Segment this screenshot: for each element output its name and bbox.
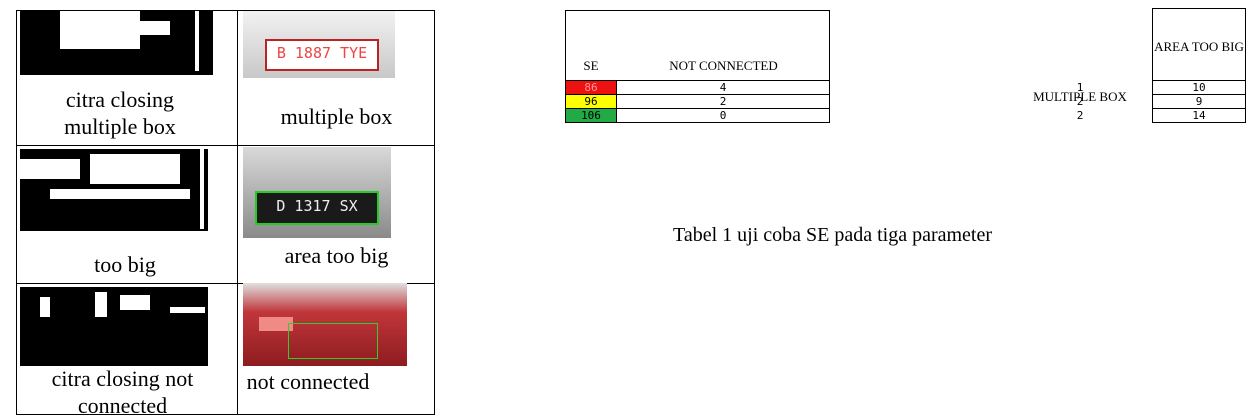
image-table	[16, 10, 435, 415]
column-header: AREA TOO BIG	[1154, 39, 1244, 54]
overlay	[259, 317, 293, 331]
car-photo	[243, 283, 407, 366]
plate-text: D 1317 SX	[255, 191, 379, 225]
caption: citra closing multiple box	[64, 87, 176, 139]
table-rule	[16, 145, 435, 146]
table-caption: Tabel 1 uji coba SE pada tiga parameter	[673, 224, 993, 246]
car-photo: B 1887 TYE	[243, 11, 395, 78]
table-cell: 2	[1076, 109, 1084, 122]
column-header: SE	[583, 58, 599, 73]
se-cell: 106	[565, 108, 617, 123]
table-cell: 9	[1152, 94, 1246, 109]
caption: too big	[94, 252, 156, 277]
caption: multiple box	[280, 104, 393, 129]
binary-image	[20, 149, 208, 231]
binary-image	[20, 287, 208, 366]
table-cell: 2	[1076, 95, 1084, 108]
column-header: MULTIPLE BOX	[1033, 89, 1127, 104]
caption: not connected	[246, 369, 370, 394]
overlay	[288, 323, 378, 359]
table-cell: 14	[1152, 108, 1246, 123]
se-cell: 86	[565, 80, 617, 95]
table-cell: 4	[616, 80, 830, 95]
table-cell: 1	[1076, 81, 1084, 94]
se-cell: 96	[565, 94, 617, 109]
caption: area too big	[284, 243, 389, 268]
table-cell: 0	[616, 108, 830, 123]
table-cell: 10	[1152, 80, 1246, 95]
column-header: NOT CONNECTED	[669, 58, 778, 73]
table-rule	[16, 283, 435, 284]
plate-text: B 1887 TYE	[265, 39, 379, 71]
table-cell: 2	[616, 94, 830, 109]
car-photo: D 1317 SX	[243, 147, 391, 238]
table-rule	[237, 10, 238, 415]
caption: citra closing not connected	[51, 366, 194, 418]
binary-image	[20, 11, 213, 75]
